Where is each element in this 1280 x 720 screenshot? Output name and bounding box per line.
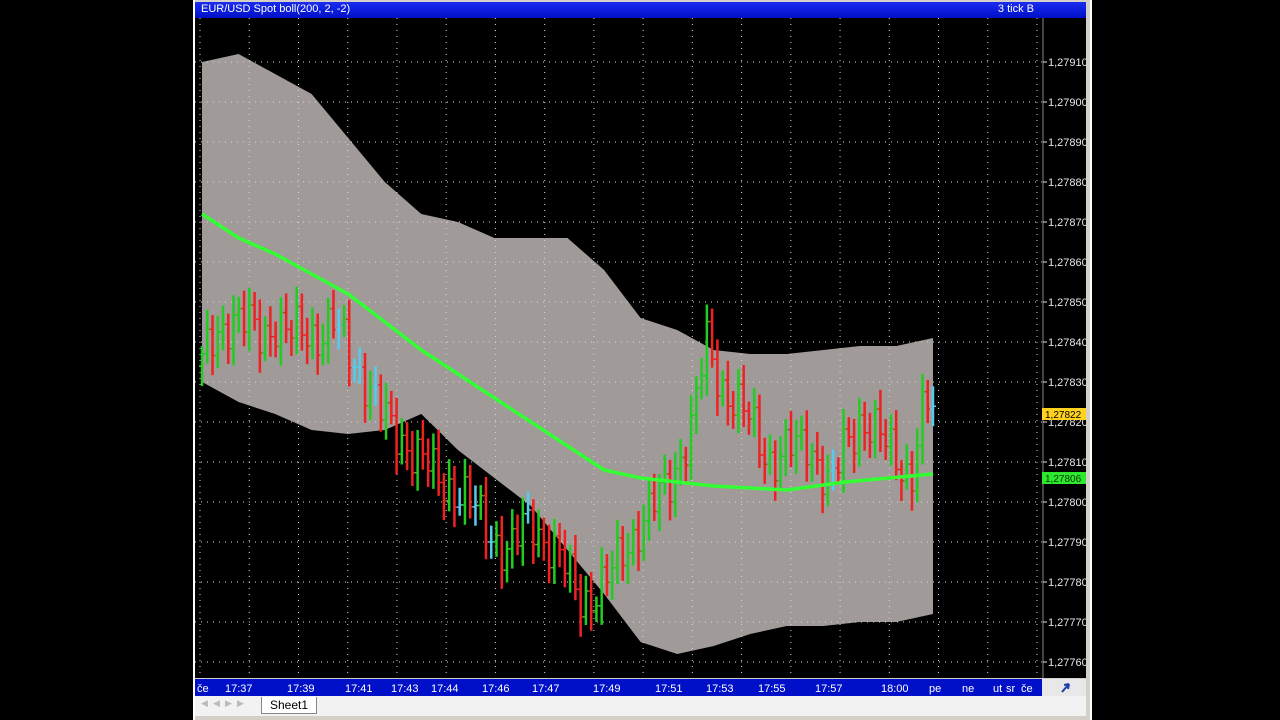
y-tick-label: 1,27780 (1048, 577, 1086, 589)
price-price-marker (1042, 408, 1086, 420)
x-tick-label: 17:55 (758, 683, 786, 695)
x-tick-label: če (197, 683, 209, 695)
sheet-tab[interactable]: Sheet1 (261, 697, 318, 714)
y-tick-label: 1,27850 (1048, 297, 1086, 309)
price-price-marker-label: 1,27822 (1045, 410, 1082, 421)
price-axis-svg: 1,27910 1,27900 1,27890 1,27880 1,27870 1,278… (1042, 18, 1088, 678)
ma-price-marker (1042, 472, 1086, 484)
x-tick-label: sr (1006, 683, 1016, 695)
first-sheet-icon[interactable]: ◀ (201, 698, 208, 708)
y-tick-label: 1,27900 (1048, 97, 1086, 109)
next-sheet-icon[interactable]: ▶ (225, 698, 232, 708)
y-tick-label: 1,27870 (1048, 217, 1086, 229)
x-tick-label: 17:46 (482, 683, 510, 695)
x-tick-label: ne (962, 683, 974, 695)
y-tick-label: 1,27760 (1048, 657, 1086, 669)
x-tick-label: 17:41 (345, 683, 373, 695)
y-tick-label: 1,27890 (1048, 137, 1086, 149)
ma-price-marker-label: 1,27806 (1045, 474, 1082, 485)
time-axis-svg: če 17:37 17:39 17:41 17:43 17:44 17:46 17:47 17:… (197, 683, 1033, 695)
x-tick-label: 17:37 (225, 683, 253, 695)
x-tick-label: 17:53 (706, 683, 734, 695)
y-tick-label: 1,27880 (1048, 177, 1086, 189)
last-sheet-icon[interactable]: ▶ (237, 698, 244, 708)
y-tick-label: 1,27910 (1048, 57, 1086, 69)
x-tick-label: 18:00 (881, 683, 909, 695)
tick-interval-label: 3 tick B (997, 3, 1034, 15)
bollinger-band (202, 54, 933, 654)
y-tick-label: 1,27840 (1048, 337, 1086, 349)
y-tick-label: 1,27770 (1048, 617, 1086, 629)
y-tick-label: 1,27830 (1048, 377, 1086, 389)
sheet-tab-bar: ◀ ◀ ▶ ▶ Sheet1 (195, 696, 1086, 716)
x-tick-label: 17:49 (593, 683, 621, 695)
x-tick-label: pe (929, 683, 941, 695)
y-tick-label: 1,27800 (1048, 497, 1086, 509)
y-tick-label: 1,27860 (1048, 257, 1086, 269)
time-axis[interactable]: če 17:37 17:39 17:41 17:43 17:44 17:46 17:47 17:… (195, 679, 1042, 696)
plot-area[interactable] (195, 18, 1042, 678)
x-tick-label: če (1021, 683, 1033, 695)
prev-sheet-icon[interactable]: ◀ (213, 698, 220, 708)
x-tick-label: 17:51 (655, 683, 683, 695)
axis-corner[interactable] (1042, 679, 1086, 696)
x-tick-label: 17:47 (532, 683, 560, 695)
moving-average-line (201, 212, 934, 492)
x-tick-label: 17:57 (815, 683, 843, 695)
chart-title-bar[interactable]: EUR/USD Spot boll(200, 2, -2) 3 tick B (195, 2, 1086, 18)
x-tick-label: 17:43 (391, 683, 419, 695)
y-tick-label: 1,27790 (1048, 537, 1086, 549)
x-tick-label: ut (993, 683, 1002, 695)
y-tick-label: 1,27810 (1048, 457, 1086, 469)
cursor-icon (1061, 683, 1070, 693)
price-axis[interactable]: 1,27910 1,27900 1,27890 1,27880 1,27870 1,278… (1042, 18, 1088, 678)
x-tick-label: 17:39 (287, 683, 315, 695)
chart-title: EUR/USD Spot boll(200, 2, -2) (201, 3, 351, 15)
price-chart[interactable] (195, 18, 1042, 678)
x-tick-label: 17:44 (431, 683, 459, 695)
